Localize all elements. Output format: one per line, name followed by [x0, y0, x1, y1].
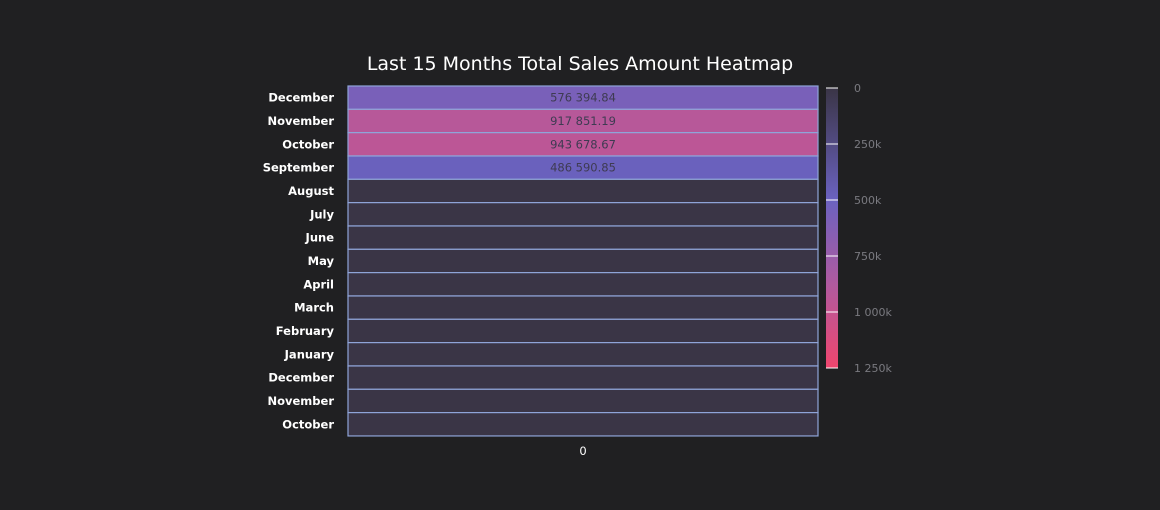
- y-tick-label: February: [276, 324, 335, 338]
- y-tick-label: September: [263, 161, 335, 175]
- heatmap-cell[interactable]: [347, 412, 819, 437]
- x-tick-label: 0: [579, 444, 586, 458]
- y-tick-label: November: [267, 394, 334, 408]
- chart-title: Last 15 Months Total Sales Amount Heatma…: [367, 53, 793, 75]
- y-tick-label: March: [294, 301, 334, 315]
- heatmap-cell[interactable]: [347, 225, 819, 250]
- heatmap-cell[interactable]: [347, 342, 819, 367]
- colorbar-tick-label: 0: [854, 82, 861, 95]
- x-axis-ticks: 0: [579, 444, 586, 458]
- cell-value-label: 943 678.67: [550, 137, 616, 151]
- heatmap-cells[interactable]: [347, 85, 819, 437]
- heatmap-cell[interactable]: [347, 388, 819, 414]
- cell-value-label: 486 590.85: [550, 161, 616, 175]
- y-tick-label: May: [308, 254, 335, 268]
- y-tick-label: October: [282, 137, 334, 151]
- heatmap-cell[interactable]: [347, 178, 819, 204]
- heatmap-cell[interactable]: [347, 272, 819, 297]
- y-tick-label: November: [267, 114, 334, 128]
- heatmap-cell[interactable]: [347, 295, 819, 320]
- colorbar-tick-label: 500k: [854, 194, 882, 207]
- colorbar-tick-label: 250k: [854, 138, 882, 151]
- heatmap-cell[interactable]: [347, 365, 819, 390]
- colorbar-gradient: [826, 88, 838, 368]
- y-tick-label: August: [288, 184, 334, 198]
- y-tick-label: April: [303, 277, 334, 291]
- y-tick-label: July: [309, 207, 334, 221]
- colorbar-tick-label: 750k: [854, 250, 882, 263]
- y-axis-ticks: December November October September August Ju…: [263, 91, 335, 432]
- y-tick-label: December: [268, 371, 334, 385]
- colorbar-tick-label: 1 000k: [854, 306, 892, 319]
- y-tick-label: January: [284, 347, 335, 361]
- heatmap-cell[interactable]: [347, 248, 819, 274]
- y-tick-label: December: [268, 91, 334, 105]
- cell-value-label: 917 851.19: [550, 114, 616, 128]
- y-tick-label: June: [305, 231, 335, 245]
- heatmap-cell-labels: 576 394.84 917 851.19 943 678.67 486 590.85: [550, 91, 616, 175]
- heatmap-cell[interactable]: [347, 202, 819, 227]
- colorbar-tick-label: 1 250k: [854, 362, 892, 375]
- heatmap-cell[interactable]: [347, 318, 819, 344]
- y-tick-label: October: [282, 417, 334, 431]
- colorbar: 0 250k 500k 750k 1 000k 1 250k: [826, 82, 892, 375]
- cell-value-label: 576 394.84: [550, 91, 616, 105]
